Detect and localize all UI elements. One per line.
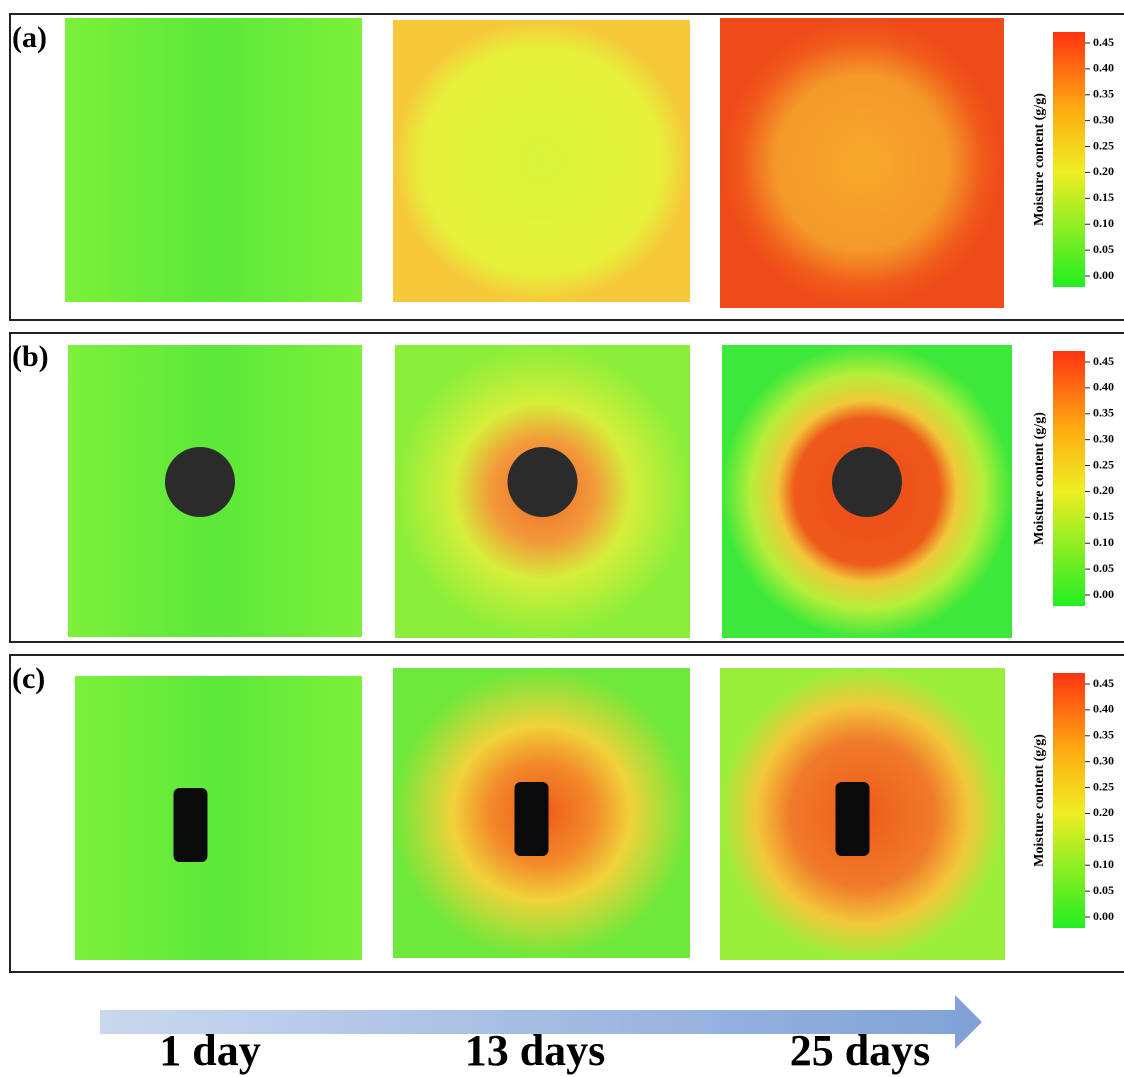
- colorbar-tick-label: 0.15: [1093, 190, 1114, 204]
- colorbar-tick-label: 0.35: [1093, 728, 1114, 742]
- colorbar: [1053, 351, 1085, 606]
- colorbar-title: Moisture content (g/g): [1032, 93, 1047, 226]
- sample-hole: [832, 447, 902, 517]
- moisture-map: [720, 18, 1004, 308]
- colorbar-tick-label: 0.00: [1093, 909, 1114, 923]
- colorbar-tick-label: 0.35: [1093, 87, 1114, 101]
- colorbar-tick-label: 0.40: [1093, 380, 1114, 394]
- sample-hole: [508, 447, 578, 517]
- colorbar: [1053, 32, 1085, 287]
- colorbar-tick-label: 0.40: [1093, 61, 1114, 75]
- colorbar-tick-label: 0.10: [1093, 857, 1114, 871]
- panel-label: (c): [12, 662, 45, 695]
- sample-block: [515, 782, 549, 856]
- colorbar-tick-label: 0.45: [1093, 676, 1114, 690]
- colorbar-tick-label: 0.45: [1093, 35, 1114, 49]
- colorbar-tick-label: 0.45: [1093, 354, 1114, 368]
- colorbar-tick-label: 0.20: [1093, 805, 1114, 819]
- colorbar-tick-label: 0.00: [1093, 268, 1114, 282]
- colorbar-tick-label: 0.00: [1093, 587, 1114, 601]
- colorbar-tick-label: 0.10: [1093, 216, 1114, 230]
- sample-block: [836, 782, 870, 856]
- colorbar-tick-label: 0.30: [1093, 753, 1114, 767]
- colorbar-tick-label: 0.20: [1093, 483, 1114, 497]
- colorbar-tick-label: 0.25: [1093, 779, 1114, 793]
- sample-block: [174, 788, 208, 862]
- colorbar: [1053, 673, 1085, 928]
- colorbar-tick-label: 0.25: [1093, 457, 1114, 471]
- colorbar-tick-label: 0.05: [1093, 883, 1114, 897]
- panel-label: (b): [12, 340, 49, 373]
- time-label: 1 day: [159, 1026, 260, 1075]
- colorbar-tick-label: 0.30: [1093, 431, 1114, 445]
- moisture-map: [75, 676, 362, 960]
- moisture-map: [393, 20, 690, 302]
- time-label: 25 days: [790, 1026, 931, 1075]
- time-label: 13 days: [465, 1026, 606, 1075]
- panel-label: (a): [12, 21, 47, 54]
- colorbar-tick-label: 0.40: [1093, 702, 1114, 716]
- colorbar-tick-label: 0.30: [1093, 112, 1114, 126]
- colorbar-tick-label: 0.35: [1093, 406, 1114, 420]
- colorbar-tick-label: 0.05: [1093, 242, 1114, 256]
- colorbar-tick-label: 0.15: [1093, 831, 1114, 845]
- colorbar-tick-label: 0.10: [1093, 535, 1114, 549]
- colorbar-tick-label: 0.05: [1093, 561, 1114, 575]
- colorbar-tick-label: 0.25: [1093, 138, 1114, 152]
- figure: (a) Moisture content (g/g) 0.45 0.40 0.35 0.3…: [0, 0, 1124, 1077]
- moisture-map: [65, 18, 362, 302]
- colorbar-title: Moisture content (g/g): [1032, 734, 1047, 867]
- sample-hole: [165, 447, 235, 517]
- colorbar-title: Moisture content (g/g): [1032, 412, 1047, 545]
- colorbar-tick-label: 0.20: [1093, 164, 1114, 178]
- colorbar-tick-label: 0.15: [1093, 509, 1114, 523]
